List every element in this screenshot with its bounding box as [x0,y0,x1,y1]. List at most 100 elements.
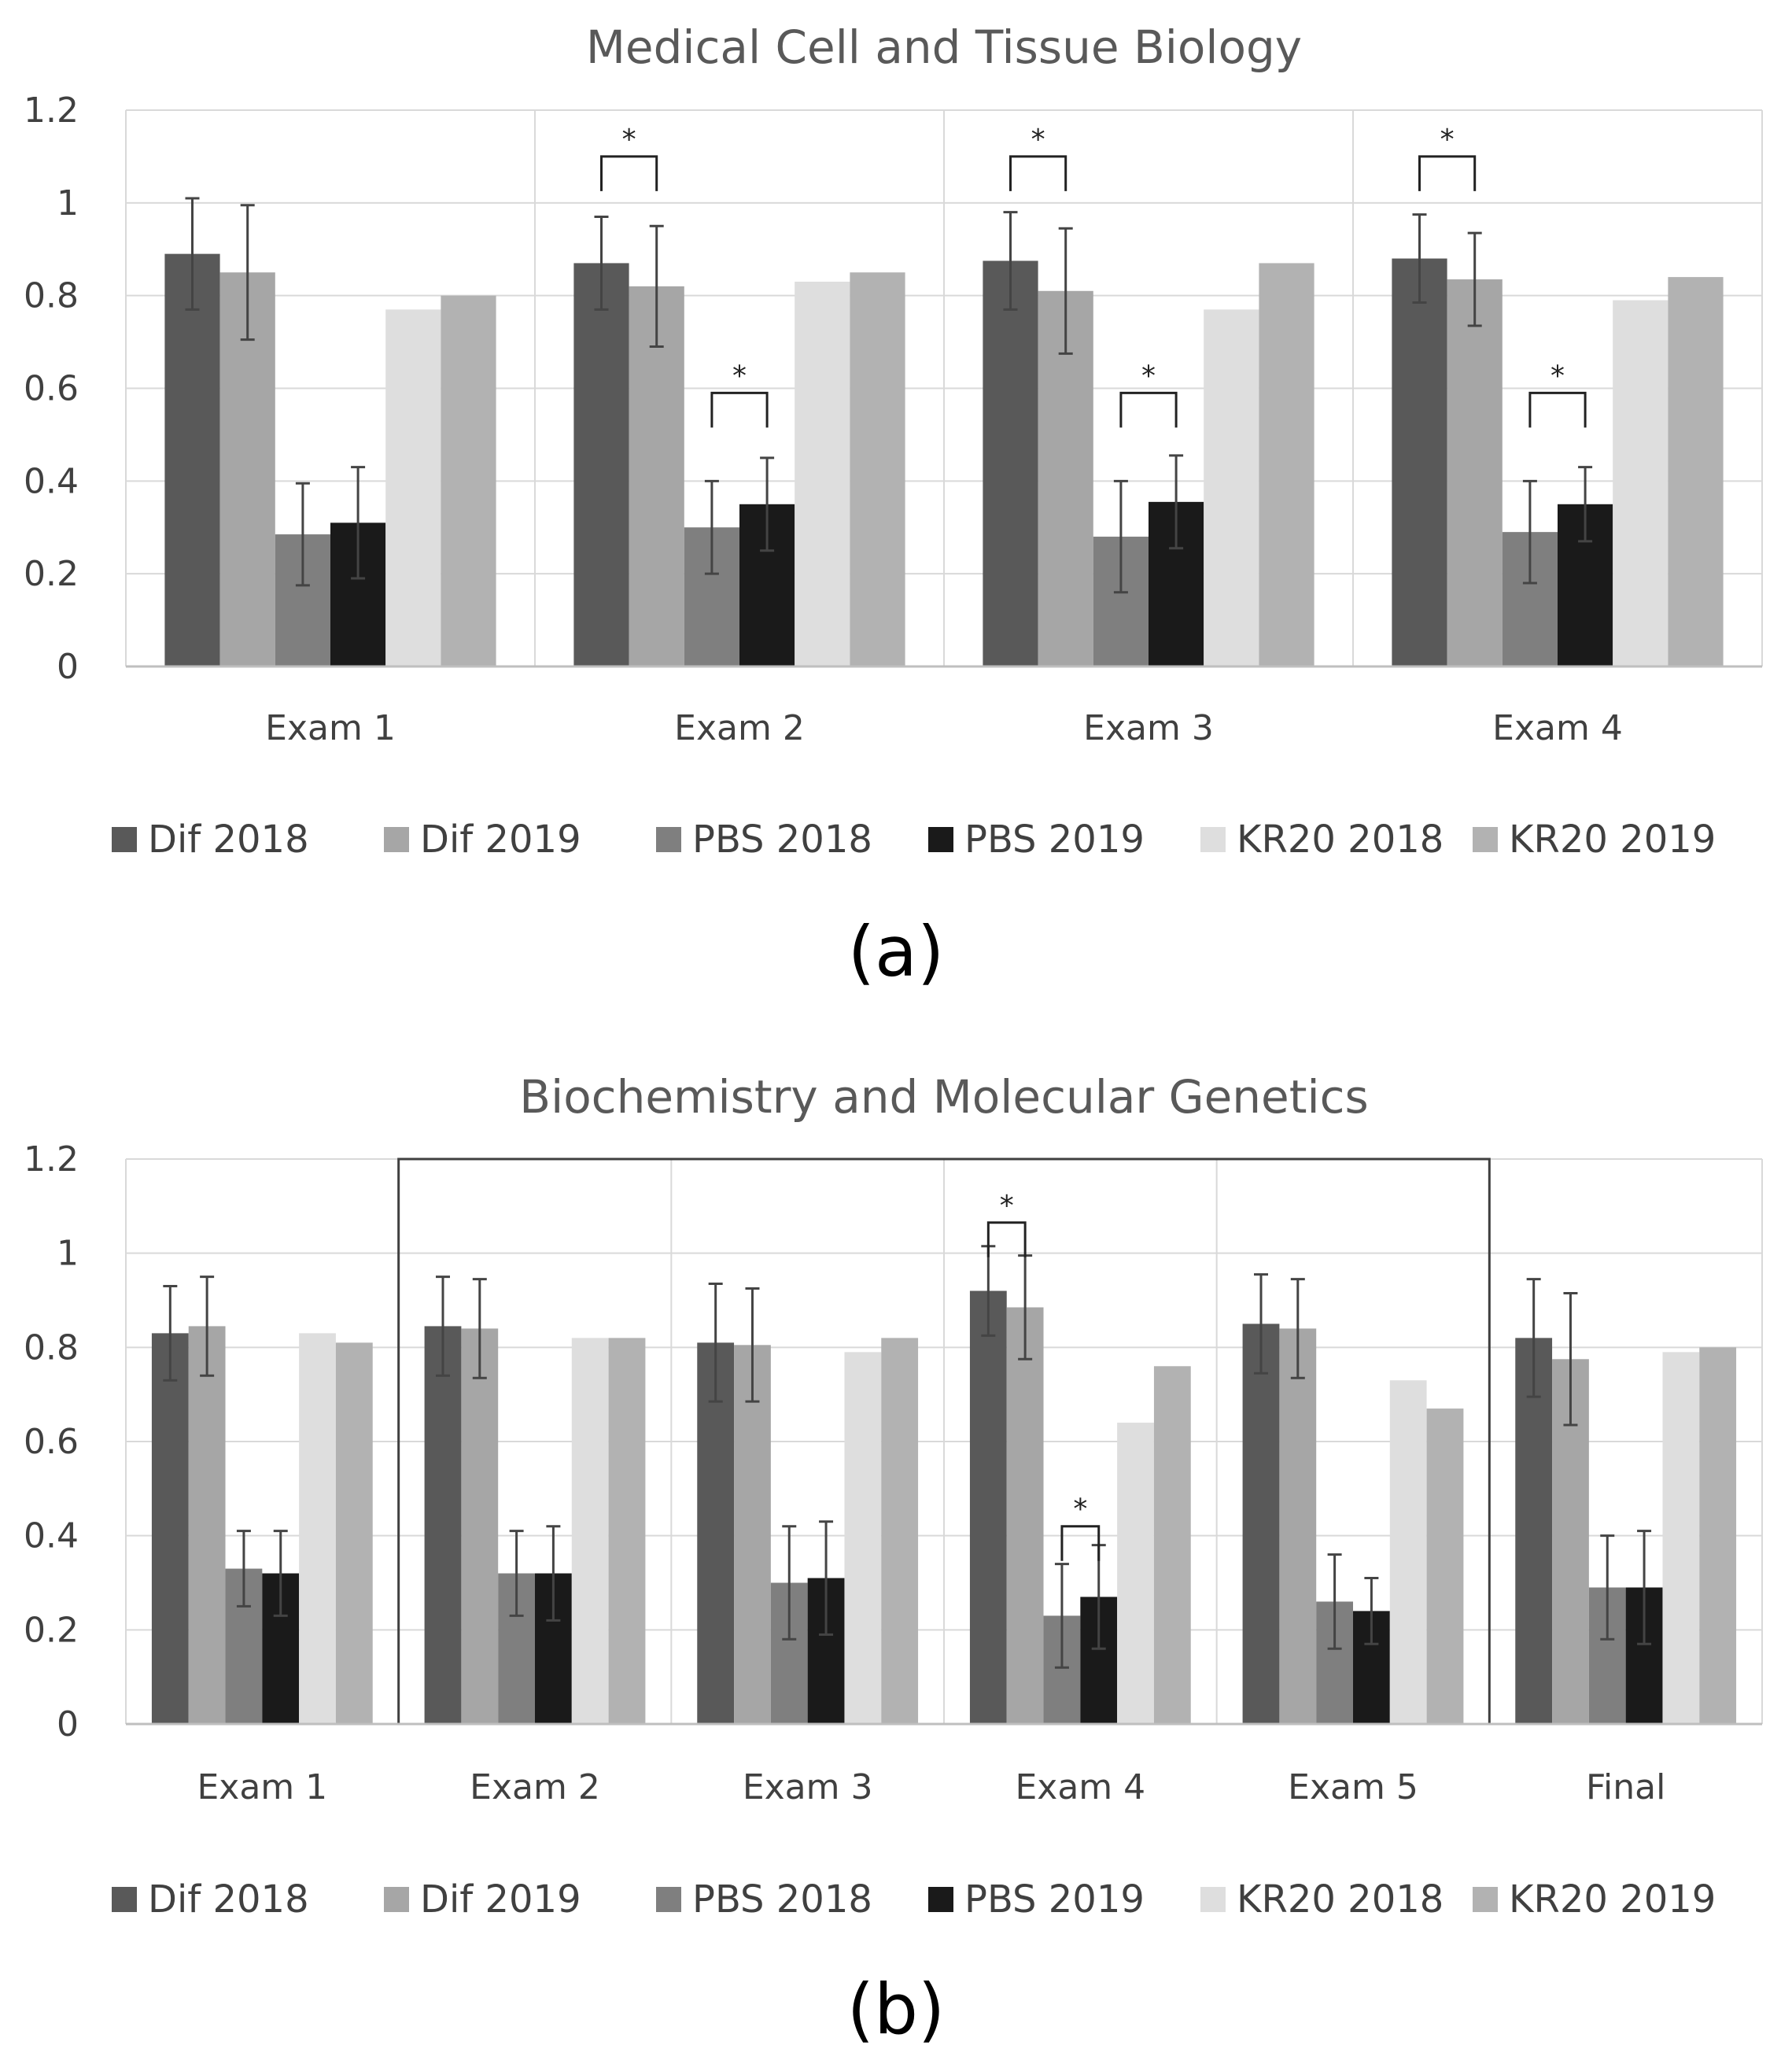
bar-dif-2019 [1447,279,1503,666]
significance-bracket [1060,1525,1101,1561]
chart-panel-b: Biochemistry and Molecular Genetics 0 0.2 0… [0,1030,1792,2060]
x-category-label: Exam 4 [1492,708,1623,748]
significance-bracket [1009,155,1067,191]
legend-label: Dif 2019 [420,818,581,862]
legend-swatch [1473,1887,1498,1912]
bar-dif-2018 [151,1333,189,1724]
bar-kr20-2019 [335,1342,373,1724]
bar-kr20-2018 [385,309,441,666]
legend-swatch [1200,827,1226,852]
bar-kr20-2019 [1699,1347,1737,1724]
bar-kr20-2018 [844,1352,882,1724]
significance-label: * [622,124,636,156]
bar-dif-2018 [164,253,220,666]
panel-label: (a) [848,911,945,992]
y-tick-label: 0.6 [24,369,79,409]
significance-bracket [986,1221,1027,1257]
chart-title: Biochemistry and Molecular Genetics [519,1070,1368,1124]
x-category-label: Exam 3 [743,1767,873,1807]
x-category-label: Exam 5 [1288,1767,1418,1807]
significance-label: * [1550,360,1565,392]
chart-panel-a: Medical Cell and Tissue Biology 0 0.2 0.4 0.… [24,20,1763,992]
legend-label: PBS 2019 [964,1877,1145,1922]
y-tick-label: 0.2 [24,554,79,594]
bar-kr20-2018 [1613,300,1668,666]
legend-swatch [656,1887,681,1912]
bar-dif-2018 [1392,258,1447,666]
significance-label: * [1440,124,1455,156]
y-tick-label: 0.8 [24,276,79,316]
bar-dif-2018 [983,260,1038,667]
y-tick-label: 0 [57,1704,79,1744]
panel-label: (b) [847,1969,946,2050]
bar-kr20-2019 [850,272,905,666]
significance-bracket [1418,155,1477,191]
y-tick-label: 1 [57,183,79,223]
legend-label: KR20 2019 [1509,818,1716,862]
legend-swatch [656,827,681,852]
bar-kr20-2018 [1204,309,1259,666]
chart-b-canvas: Biochemistry and Molecular Genetics 0 0.2 0… [24,1070,1763,2050]
significance-label: * [1000,1190,1014,1222]
legend-swatch [928,1887,953,1912]
legend-swatch [384,827,409,852]
chart-title: Medical Cell and Tissue Biology [586,20,1302,74]
bar-dif-2019 [188,1326,226,1724]
bar-dif-2019 [734,1345,771,1724]
legend-label: KR20 2019 [1509,1877,1716,1922]
bar-kr20-2018 [299,1333,336,1724]
legend-label: Dif 2018 [148,1877,309,1922]
bar-dif-2019 [1006,1307,1044,1724]
significance-label: * [1073,1493,1087,1526]
bar-dif-2019 [629,286,684,666]
bar-kr20-2019 [881,1338,919,1724]
x-category-label: Exam 1 [197,1767,328,1807]
bar-kr20-2018 [795,281,850,666]
significance-bracket [1528,391,1587,428]
bar-dif-2018 [573,263,629,666]
y-tick-label: 0.6 [24,1422,79,1462]
bar-dif-2018 [1515,1338,1553,1724]
legend-label: Dif 2019 [420,1877,581,1922]
significance-bracket [710,391,769,428]
bar-kr20-2019 [441,295,496,666]
y-tick-label: 0.4 [24,1516,79,1556]
y-tick-label: 1 [57,1234,79,1274]
bar-dif-2018 [969,1290,1007,1724]
x-category-label: Exam 1 [265,708,396,748]
significance-label: * [732,360,747,392]
legend-label: KR20 2018 [1237,1877,1444,1922]
legend-swatch [928,827,953,852]
y-tick-label: 0.4 [24,461,79,501]
y-tick-label: 0 [57,647,79,687]
significance-bracket [1119,391,1178,428]
bar-kr20-2019 [608,1338,646,1724]
y-tick-label: 0.8 [24,1327,79,1368]
legend-swatch [112,1887,137,1912]
bar-kr20-2019 [1426,1408,1464,1724]
y-tick-label: 1.2 [24,1139,79,1180]
x-category-label: Exam 2 [674,708,805,748]
bar-kr20-2019 [1153,1366,1191,1724]
bar-dif-2019 [461,1328,499,1724]
legend-swatch [1473,827,1498,852]
bar-kr20-2018 [1389,1380,1427,1724]
bar-kr20-2019 [1259,263,1315,666]
legend-label: PBS 2018 [692,818,872,862]
x-category-label: Exam 2 [470,1767,600,1807]
bar-kr20-2018 [1662,1352,1700,1724]
significance-label: * [1031,124,1045,156]
significance-bracket [600,155,658,191]
y-tick-label: 1.2 [24,90,79,131]
bar-dif-2019 [1279,1328,1317,1724]
legend-label: PBS 2019 [964,818,1145,862]
bar-dif-2018 [424,1326,462,1724]
legend-swatch [112,827,137,852]
chart-a-canvas: Medical Cell and Tissue Biology 0 0.2 0.4 0.… [24,20,1763,992]
x-category-label: Exam 4 [1016,1767,1146,1807]
y-tick-label: 0.2 [24,1610,79,1650]
legend-swatch [1200,1887,1226,1912]
legend-swatch [384,1887,409,1912]
bar-dif-2018 [697,1342,735,1724]
bar-kr20-2018 [571,1338,609,1724]
